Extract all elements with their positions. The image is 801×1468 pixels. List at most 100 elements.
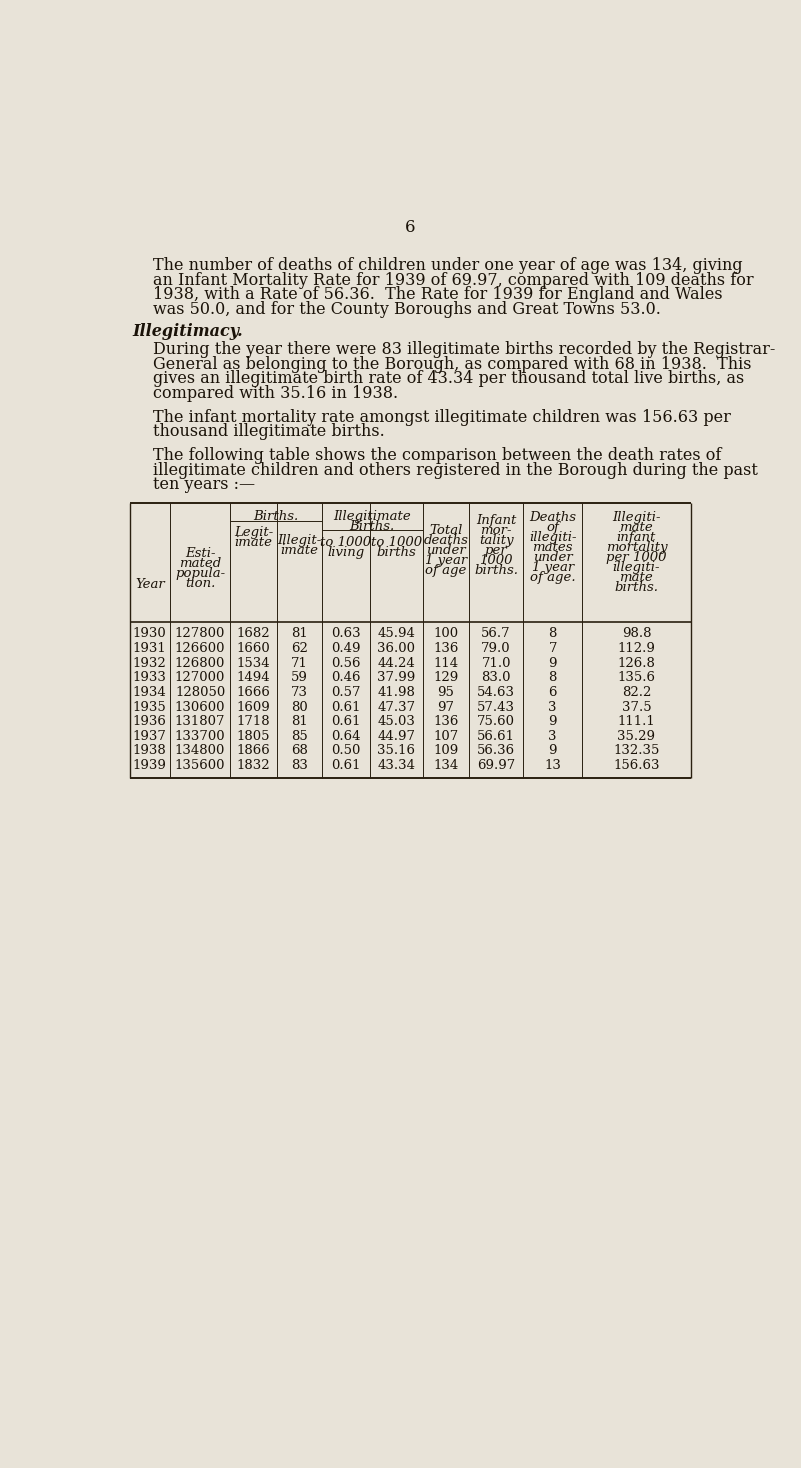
Text: Births.: Births. <box>349 520 395 533</box>
Text: 13: 13 <box>545 759 562 772</box>
Text: 134: 134 <box>433 759 458 772</box>
Text: 73: 73 <box>291 686 308 699</box>
Text: births.: births. <box>614 581 658 595</box>
Text: 1832: 1832 <box>237 759 271 772</box>
Text: 56.36: 56.36 <box>477 744 515 757</box>
Text: of age: of age <box>425 564 466 577</box>
Text: 1936: 1936 <box>133 715 167 728</box>
Text: popula-: popula- <box>175 567 225 580</box>
Text: 59: 59 <box>291 671 308 684</box>
Text: 126600: 126600 <box>175 642 225 655</box>
Text: 156.63: 156.63 <box>614 759 660 772</box>
Text: 1866: 1866 <box>237 744 271 757</box>
Text: living: living <box>327 546 364 559</box>
Text: 69.97: 69.97 <box>477 759 515 772</box>
Text: 133700: 133700 <box>175 730 225 743</box>
Text: Illegit-: Illegit- <box>277 534 321 548</box>
Text: 1931: 1931 <box>133 642 167 655</box>
Text: mate: mate <box>619 571 654 584</box>
Text: 35.16: 35.16 <box>377 744 415 757</box>
Text: 107: 107 <box>433 730 458 743</box>
Text: 81: 81 <box>291 715 308 728</box>
Text: 1534: 1534 <box>237 656 271 669</box>
Text: 44.97: 44.97 <box>377 730 415 743</box>
Text: 132.35: 132.35 <box>614 744 659 757</box>
Text: was 50.0, and for the County Boroughs and Great Towns 53.0.: was 50.0, and for the County Boroughs an… <box>153 301 661 319</box>
Text: 9: 9 <box>549 656 557 669</box>
Text: 131807: 131807 <box>175 715 225 728</box>
Text: 1660: 1660 <box>237 642 271 655</box>
Text: 97: 97 <box>437 700 454 713</box>
Text: 0.63: 0.63 <box>331 627 360 640</box>
Text: Year: Year <box>135 578 164 592</box>
Text: 1938: 1938 <box>133 744 167 757</box>
Text: 1805: 1805 <box>237 730 270 743</box>
Text: an Infant Mortality Rate for 1939 of 69.97, compared with 109 deaths for: an Infant Mortality Rate for 1939 of 69.… <box>153 272 754 289</box>
Text: Illegitimate: Illegitimate <box>333 511 411 523</box>
Text: per 1000: per 1000 <box>606 550 666 564</box>
Text: Legit-: Legit- <box>234 526 273 539</box>
Text: 136: 136 <box>433 715 458 728</box>
Text: 71: 71 <box>291 656 308 669</box>
Text: mated: mated <box>179 558 221 570</box>
Text: 36.00: 36.00 <box>377 642 415 655</box>
Text: illegiti-: illegiti- <box>529 531 577 545</box>
Text: 135.6: 135.6 <box>618 671 655 684</box>
Text: 1666: 1666 <box>236 686 271 699</box>
Text: 79.0: 79.0 <box>481 642 511 655</box>
Text: imate: imate <box>235 536 272 549</box>
Text: 126.8: 126.8 <box>618 656 655 669</box>
Text: under: under <box>426 545 465 558</box>
Text: of age.: of age. <box>530 571 576 584</box>
Text: 111.1: 111.1 <box>618 715 655 728</box>
Text: under: under <box>533 550 573 564</box>
Text: Births.: Births. <box>253 511 299 523</box>
Text: 41.98: 41.98 <box>377 686 415 699</box>
Text: 56.61: 56.61 <box>477 730 515 743</box>
Text: 37.5: 37.5 <box>622 700 651 713</box>
Text: 134800: 134800 <box>175 744 225 757</box>
Text: 126800: 126800 <box>175 656 225 669</box>
Text: 1937: 1937 <box>133 730 167 743</box>
Text: 1932: 1932 <box>133 656 167 669</box>
Text: Total: Total <box>429 524 462 537</box>
Text: 130600: 130600 <box>175 700 225 713</box>
Text: Illegitimacy.: Illegitimacy. <box>133 323 244 341</box>
Text: 127800: 127800 <box>175 627 225 640</box>
Text: ten years :—: ten years :— <box>153 477 255 493</box>
Text: births: births <box>376 546 416 559</box>
Text: Infant: Infant <box>476 514 517 527</box>
Text: 136: 136 <box>433 642 458 655</box>
Text: 45.03: 45.03 <box>377 715 415 728</box>
Text: imate: imate <box>280 545 318 558</box>
Text: Deaths: Deaths <box>529 511 576 524</box>
Text: 80: 80 <box>291 700 308 713</box>
Text: 43.34: 43.34 <box>377 759 415 772</box>
Text: mortality: mortality <box>606 542 667 553</box>
Text: 3: 3 <box>549 700 557 713</box>
Text: During the year there were 83 illegitimate births recorded by the Registrar-: During the year there were 83 illegitima… <box>153 341 775 358</box>
Text: 54.63: 54.63 <box>477 686 515 699</box>
Text: 62: 62 <box>291 642 308 655</box>
Text: 68: 68 <box>291 744 308 757</box>
Text: 9: 9 <box>549 715 557 728</box>
Text: 35.29: 35.29 <box>618 730 655 743</box>
Text: mor-: mor- <box>481 524 512 537</box>
Text: per: per <box>485 545 508 558</box>
Text: deaths: deaths <box>424 534 469 548</box>
Text: thousand illegitimate births.: thousand illegitimate births. <box>153 423 384 440</box>
Text: 0.64: 0.64 <box>331 730 360 743</box>
Text: 135600: 135600 <box>175 759 225 772</box>
Text: Esti-: Esti- <box>185 548 215 561</box>
Text: 1 year: 1 year <box>425 555 467 567</box>
Text: 47.37: 47.37 <box>377 700 415 713</box>
Text: 81: 81 <box>291 627 308 640</box>
Text: The following table shows the comparison between the death rates of: The following table shows the comparison… <box>153 448 721 464</box>
Text: births.: births. <box>474 564 518 577</box>
Text: to 1000: to 1000 <box>320 536 372 549</box>
Text: illegitimate children and others registered in the Borough during the past: illegitimate children and others registe… <box>153 462 758 479</box>
Text: The infant mortality rate amongst illegitimate children was 156.63 per: The infant mortality rate amongst illegi… <box>153 408 731 426</box>
Text: 6: 6 <box>549 686 557 699</box>
Text: 114: 114 <box>433 656 458 669</box>
Text: 1939: 1939 <box>133 759 167 772</box>
